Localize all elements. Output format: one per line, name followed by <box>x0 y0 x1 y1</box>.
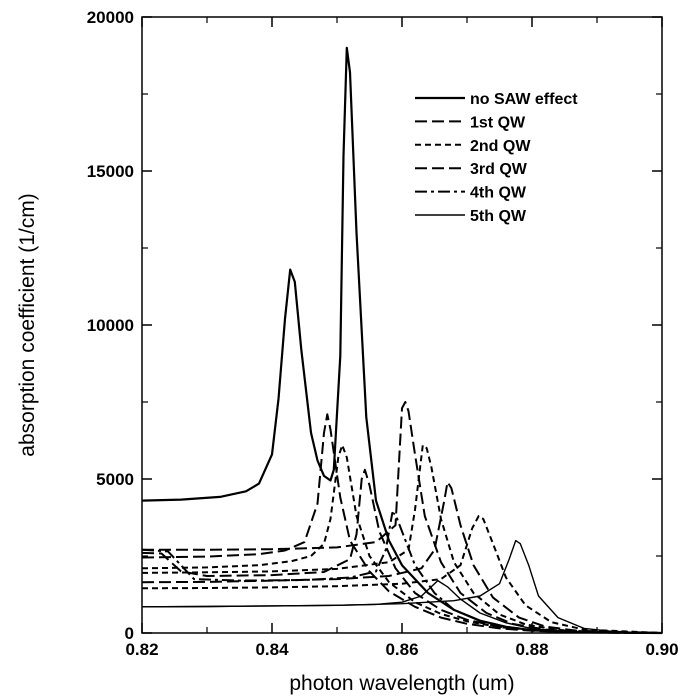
series-line-4 <box>141 468 663 634</box>
legend-label: 2nd QW <box>470 138 531 155</box>
legend-label: 3rd QW <box>470 161 528 178</box>
series-line-9 <box>141 481 663 634</box>
series-line-11 <box>141 539 663 634</box>
y-axis-label: absorption coefficient (1/cm) <box>16 193 39 456</box>
legend-label: 4th QW <box>470 185 527 202</box>
series-line-3 <box>141 444 663 634</box>
x-tick-label: 0.84 <box>255 640 289 659</box>
legend-label: 5th QW <box>470 208 527 225</box>
legend-label: no SAW effect <box>470 91 578 108</box>
axes: 0.82 0.84 0.86 0.88 0.90 0 5000 10000 15000 20000 <box>87 8 679 659</box>
y-tick-label: 10000 <box>87 316 134 335</box>
legend-label: 1st QW <box>470 114 526 131</box>
y-tick-label: 0 <box>125 624 134 643</box>
series-line-5 <box>141 511 663 634</box>
x-axis-label: photon wavelength (um) <box>289 672 514 695</box>
x-tick-label: 0.82 <box>125 640 158 659</box>
x-tick-label: 0.86 <box>385 640 418 659</box>
series-line-8 <box>141 444 663 634</box>
x-tick-label: 0.90 <box>645 640 678 659</box>
y-tick-label: 20000 <box>87 8 134 27</box>
series-line-2 <box>141 413 663 634</box>
series-line-1 <box>141 46 663 635</box>
series-line-10 <box>141 515 663 634</box>
y-tick-label: 5000 <box>96 470 134 489</box>
y-tick-label: 15000 <box>87 162 134 181</box>
plot-frame <box>141 16 663 634</box>
plot-area <box>141 46 663 635</box>
x-tick-label: 0.88 <box>515 640 548 659</box>
series-line-7 <box>142 401 663 634</box>
legend: no SAW effect 1st QW 2nd QW 3rd QW 4th QW 5th… <box>415 91 578 225</box>
